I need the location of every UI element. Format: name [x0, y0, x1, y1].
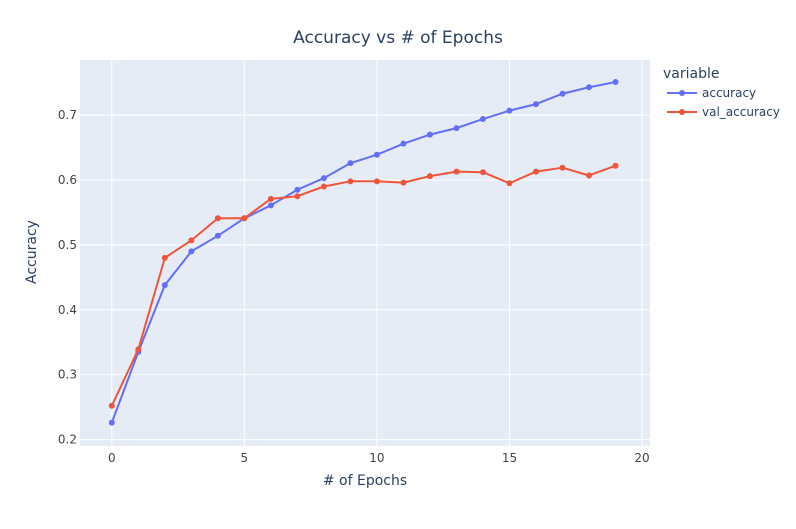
- data-point-val-accuracy: [188, 237, 195, 244]
- x-tick-label: 15: [502, 451, 517, 465]
- x-tick-label: 5: [241, 451, 249, 465]
- data-point-val-accuracy: [161, 254, 168, 261]
- data-point-val-accuracy: [135, 346, 142, 353]
- x-axis-ticks: 0 5 10 15 20: [108, 451, 650, 465]
- y-tick-label: 0.2: [58, 433, 77, 447]
- data-point-val-accuracy: [612, 162, 619, 169]
- legend-swatch-marker: [679, 109, 685, 115]
- x-tick-label: 10: [369, 451, 384, 465]
- data-point-accuracy: [214, 232, 221, 239]
- legend-item-val-accuracy[interactable]: val_accuracy: [667, 105, 780, 119]
- data-point-accuracy: [559, 90, 566, 97]
- data-point-val-accuracy: [559, 164, 566, 171]
- data-point-val-accuracy: [214, 215, 221, 222]
- legend-label: accuracy: [702, 86, 756, 100]
- legend-item-accuracy[interactable]: accuracy: [667, 86, 756, 100]
- y-axis-label: Accuracy: [24, 220, 40, 284]
- data-point-accuracy: [612, 79, 619, 86]
- legend-title: variable: [663, 66, 719, 82]
- plot-area: [80, 60, 650, 446]
- data-point-accuracy: [320, 175, 327, 182]
- x-axis-label: # of Epochs: [323, 473, 407, 489]
- data-point-val-accuracy: [586, 172, 593, 179]
- data-point-val-accuracy: [294, 193, 301, 200]
- data-point-accuracy: [108, 419, 115, 426]
- data-point-accuracy: [533, 101, 539, 108]
- legend-label: val_accuracy: [702, 105, 780, 119]
- data-point-val-accuracy: [426, 173, 433, 180]
- legend-items: accuracy val_accuracy: [667, 86, 780, 119]
- data-point-val-accuracy: [453, 168, 460, 175]
- data-point-accuracy: [479, 116, 486, 123]
- data-point-accuracy: [586, 84, 593, 91]
- data-point-val-accuracy: [373, 178, 380, 185]
- data-point-val-accuracy: [267, 195, 274, 202]
- data-point-val-accuracy: [533, 168, 539, 175]
- series-group: [108, 79, 619, 426]
- data-point-accuracy: [400, 140, 407, 147]
- data-point-accuracy: [373, 151, 380, 158]
- data-point-accuracy: [267, 202, 274, 209]
- data-point-accuracy: [453, 125, 460, 132]
- data-point-val-accuracy: [241, 215, 248, 222]
- y-tick-label: 0.5: [58, 238, 77, 252]
- x-tick-label: 20: [634, 451, 649, 465]
- series-line-val-accuracy: [110, 164, 616, 407]
- y-axis-ticks: 0.2 0.3 0.4 0.5 0.6 0.7: [58, 108, 77, 446]
- data-point-accuracy: [426, 131, 433, 138]
- data-point-val-accuracy: [400, 179, 407, 186]
- data-point-val-accuracy: [506, 180, 513, 187]
- data-point-accuracy: [161, 282, 168, 289]
- data-point-accuracy: [347, 160, 354, 167]
- data-point-val-accuracy: [320, 183, 327, 190]
- y-tick-label: 0.3: [58, 368, 77, 382]
- data-point-accuracy: [188, 248, 195, 255]
- legend-swatch-marker: [679, 90, 685, 96]
- series-line-accuracy: [110, 81, 616, 424]
- data-point-accuracy: [506, 107, 513, 114]
- y-tick-label: 0.4: [58, 303, 77, 317]
- y-tick-label: 0.7: [58, 108, 77, 122]
- data-point-val-accuracy: [347, 178, 354, 185]
- gridlines: [80, 60, 650, 446]
- chart-title: Accuracy vs # of Epochs: [293, 28, 503, 48]
- data-point-accuracy: [294, 186, 301, 193]
- legend: variable accuracy val_accuracy: [663, 66, 780, 119]
- data-point-val-accuracy: [479, 169, 486, 176]
- data-point-val-accuracy: [108, 402, 115, 409]
- y-tick-label: 0.6: [58, 173, 77, 187]
- x-tick-label: 0: [108, 451, 116, 465]
